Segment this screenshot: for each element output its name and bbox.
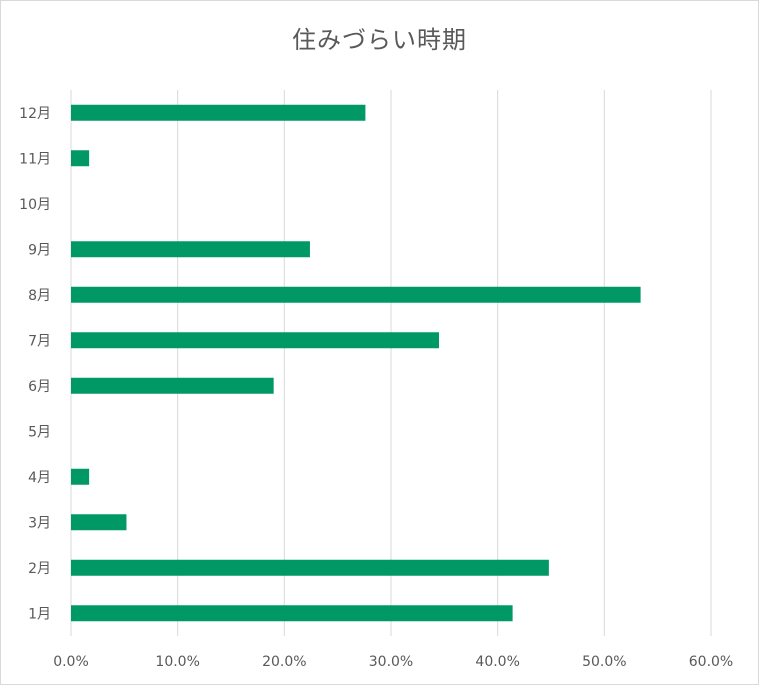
x-axis-tick-labels: 0.0% 10.0% 20.0% 30.0% 40.0% 50.0% 60.0% bbox=[53, 654, 733, 670]
bar bbox=[71, 332, 439, 349]
x-tick-label: 50.0% bbox=[582, 654, 626, 670]
gridlines bbox=[70, 90, 712, 636]
bar bbox=[71, 514, 127, 531]
y-category-label: 7月 bbox=[28, 333, 51, 349]
x-tick-label: 60.0% bbox=[689, 654, 733, 670]
y-category-label: 6月 bbox=[28, 379, 51, 395]
x-tick-label: 20.0% bbox=[262, 654, 306, 670]
bar bbox=[71, 150, 90, 167]
y-category-label: 1月 bbox=[28, 606, 51, 622]
y-category-label: 12月 bbox=[19, 106, 51, 122]
bar bbox=[71, 468, 90, 485]
y-category-label: 11月 bbox=[19, 151, 51, 167]
bar bbox=[71, 377, 274, 394]
y-category-label: 5月 bbox=[28, 424, 51, 440]
bar bbox=[71, 104, 366, 121]
y-category-label: 3月 bbox=[28, 515, 51, 531]
y-category-label: 10月 bbox=[19, 197, 51, 213]
x-tick-label: 30.0% bbox=[369, 654, 413, 670]
bar bbox=[71, 559, 549, 576]
x-tick-label: 0.0% bbox=[53, 654, 89, 670]
x-tick-label: 40.0% bbox=[475, 654, 519, 670]
chart-title: 住みづらい時期 bbox=[292, 26, 467, 54]
y-category-label: 2月 bbox=[28, 561, 51, 577]
bars bbox=[71, 104, 641, 622]
x-tick-label: 10.0% bbox=[155, 654, 199, 670]
bar bbox=[71, 605, 513, 622]
bar bbox=[71, 286, 641, 303]
y-category-label: 8月 bbox=[28, 288, 51, 304]
y-category-label: 9月 bbox=[28, 242, 51, 258]
y-category-label: 4月 bbox=[28, 470, 51, 486]
bar bbox=[71, 241, 310, 258]
y-axis-category-labels: 1月 2月 3月 4月 5月 6月 7月 8月 9月 10月 11月 12月 bbox=[19, 106, 51, 623]
